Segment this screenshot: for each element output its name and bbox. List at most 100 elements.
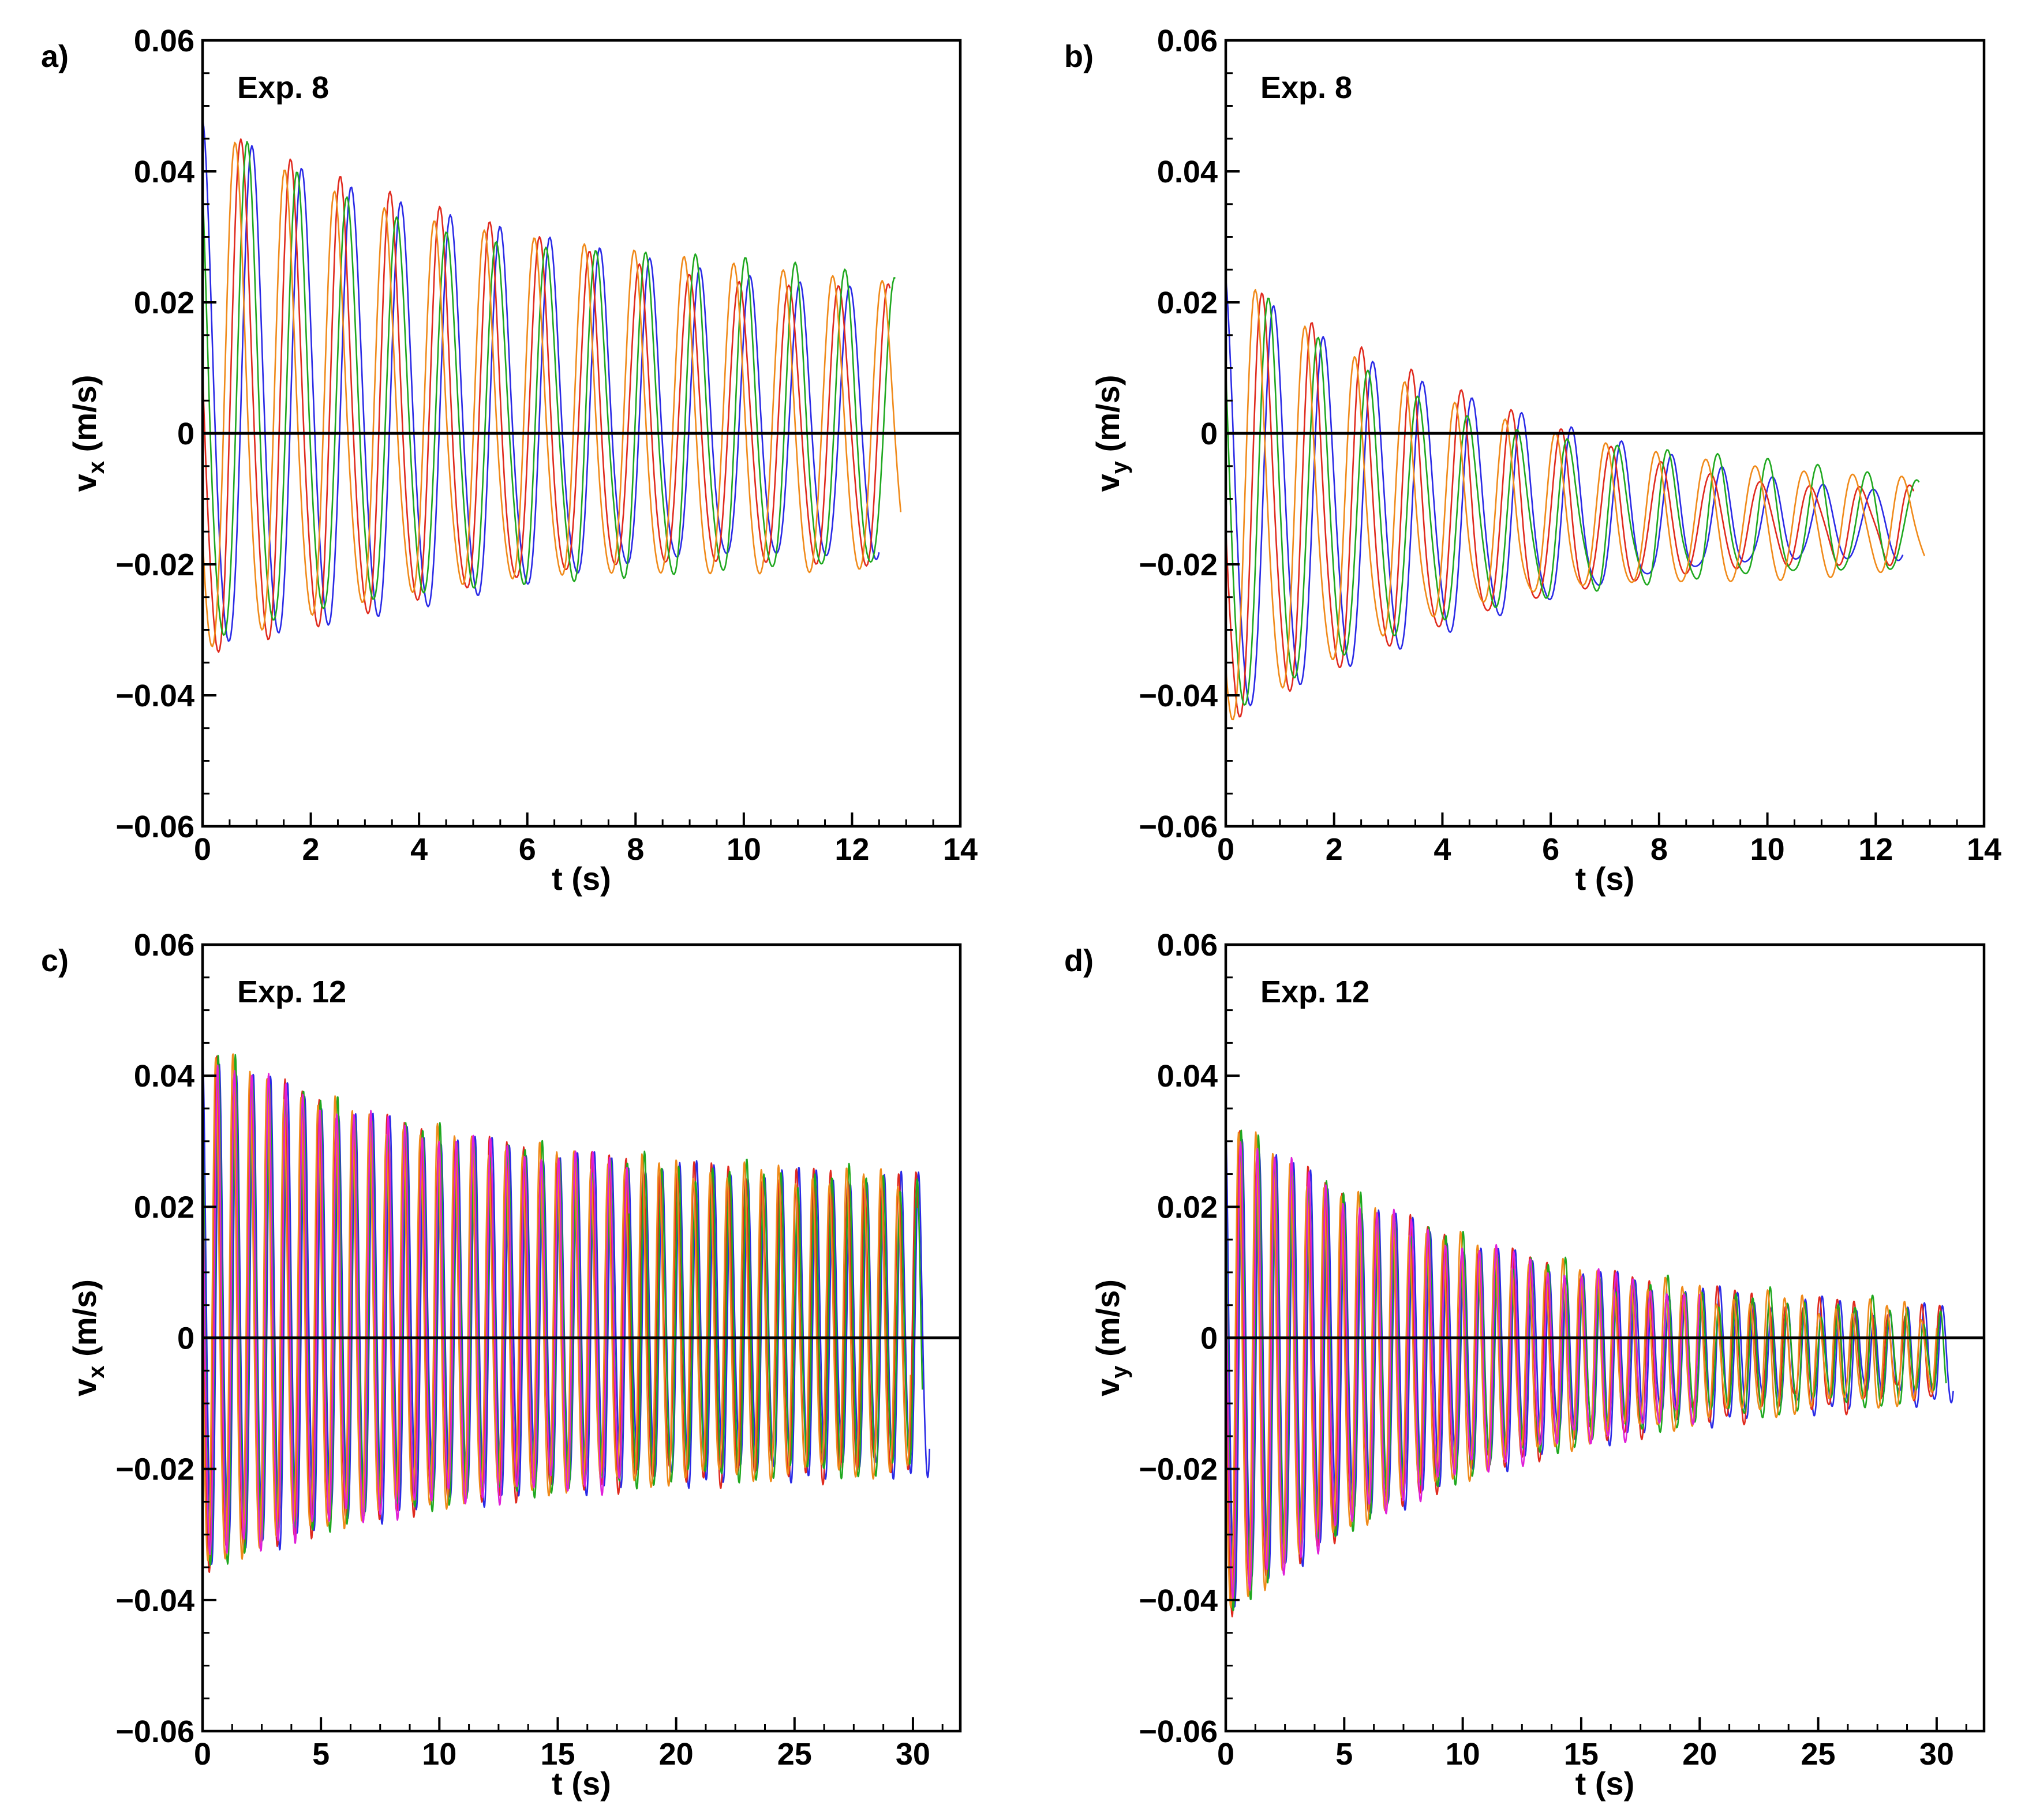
y-tick-label: 0.06 (134, 24, 194, 58)
series-line-5 (1226, 1141, 1701, 1599)
series-line-3 (1226, 297, 1920, 706)
x-tick-label: 12 (1858, 832, 1893, 867)
y-tick-label: 0.06 (1157, 928, 1218, 963)
panel-c-series (203, 1050, 930, 1573)
y-axis-title-main: v (66, 474, 103, 492)
x-tick-label: 15 (1564, 1737, 1599, 1772)
x-tick-label: 10 (422, 1737, 456, 1772)
y-tick-label: 0.06 (134, 928, 194, 963)
x-tick-label: 30 (896, 1737, 930, 1772)
y-axis-title-main: v (1090, 474, 1126, 492)
panel-d: −0.06 −0.04 −0.02 0 0.02 0.04 0.06 0 5 10 15 20 25 30… (1064, 928, 1986, 1802)
x-tick-label: 10 (727, 832, 761, 867)
series-line-2 (203, 138, 891, 653)
series-line-5 (203, 1064, 630, 1556)
y-tick-label: −0.02 (115, 1452, 194, 1487)
y-tick-label: 0.04 (1157, 1059, 1218, 1094)
y-axis-title-unit: (m/s) (1090, 1279, 1126, 1365)
x-tick-label: 4 (1434, 832, 1451, 867)
experiment-annotation: Exp. 8 (1260, 70, 1352, 105)
x-tick-label: 12 (834, 832, 869, 867)
y-tick-label: 0.02 (134, 286, 194, 320)
y-tick-label: −0.06 (115, 810, 194, 844)
x-tick-label: 5 (312, 1737, 330, 1772)
x-axis-title: t (s) (552, 860, 611, 897)
x-tick-label: 0 (1217, 1737, 1234, 1772)
y-tick-label: 0.04 (134, 155, 194, 189)
series-line-3 (203, 141, 896, 636)
experiment-annotation: Exp. 12 (1260, 975, 1369, 1009)
y-axis-title: vx (m/s) (66, 375, 109, 492)
y-axis-title: vy (m/s) (1090, 1279, 1132, 1396)
x-tick-label: 0 (194, 1737, 211, 1772)
panel-label: d) (1064, 943, 1094, 978)
y-axis-title-main: v (1090, 1379, 1126, 1396)
y-axis-title-unit: (m/s) (66, 375, 103, 461)
series-line-1 (203, 119, 880, 642)
y-tick-label: 0.02 (1157, 286, 1218, 320)
x-axis-title: t (s) (1575, 1765, 1635, 1802)
experiment-annotation: Exp. 8 (237, 70, 329, 105)
y-tick-label: −0.06 (1139, 1714, 1218, 1749)
panel-label: a) (41, 39, 69, 74)
x-tick-label: 30 (1919, 1737, 1954, 1772)
y-axis-title-subscript: x (84, 461, 109, 474)
y-axis-title-unit: (m/s) (1090, 375, 1126, 461)
x-tick-label: 10 (1446, 1737, 1480, 1772)
y-tick-label: −0.06 (115, 1714, 194, 1749)
panel-label: b) (1064, 39, 1094, 74)
y-axis-title-subscript: y (1107, 1365, 1132, 1379)
y-tick-label: −0.04 (115, 679, 194, 713)
x-tick-label: 6 (519, 832, 536, 867)
x-tick-label: 0 (194, 832, 211, 867)
series-line-4 (1226, 289, 1926, 721)
x-tick-label: 6 (1542, 832, 1559, 867)
x-tick-label: 10 (1750, 832, 1785, 867)
x-tick-label: 20 (659, 1737, 694, 1772)
y-tick-label: 0 (177, 417, 194, 451)
panel-c: −0.06 −0.04 −0.02 0 0.02 0.04 0.06 0 5 10 15 20 25 30… (41, 928, 962, 1802)
y-tick-label: 0.04 (134, 1059, 194, 1094)
y-tick-label: 0.04 (1157, 155, 1218, 189)
panel-d-series (1226, 1128, 1954, 1617)
x-tick-label: 5 (1335, 1737, 1353, 1772)
y-tick-label: 0 (1200, 417, 1218, 451)
series-line-2 (1226, 292, 1915, 718)
x-tick-label: 25 (777, 1737, 812, 1772)
panel-b-series (1226, 277, 1926, 721)
y-tick-label: 0.02 (134, 1190, 194, 1224)
experiment-annotation: Exp. 12 (237, 975, 346, 1009)
y-tick-label: 0.02 (1157, 1190, 1218, 1224)
x-tick-label: 8 (1650, 832, 1668, 867)
y-axis-title-subscript: x (84, 1365, 109, 1378)
x-tick-label: 2 (1326, 832, 1343, 867)
series-line-4 (203, 1053, 912, 1561)
y-tick-label: 0 (1200, 1321, 1218, 1356)
x-tick-label: 8 (627, 832, 644, 867)
y-axis-title-subscript: y (1107, 460, 1132, 474)
y-tick-label: −0.04 (1139, 1583, 1218, 1618)
x-tick-label: 15 (540, 1737, 575, 1772)
y-tick-label: −0.02 (1139, 1452, 1218, 1487)
series-line-4 (203, 141, 902, 647)
y-tick-label: −0.02 (1139, 548, 1218, 582)
y-axis-title-main: v (66, 1379, 103, 1396)
y-tick-label: −0.04 (115, 1583, 194, 1618)
x-tick-label: 2 (302, 832, 320, 867)
y-tick-label: 0 (177, 1321, 194, 1356)
y-axis-title: vx (m/s) (66, 1279, 109, 1396)
y-tick-label: −0.02 (115, 548, 194, 582)
y-tick-label: 0.06 (1157, 24, 1218, 58)
x-axis-title: t (s) (1575, 860, 1635, 897)
y-axis-title: vy (m/s) (1090, 375, 1132, 492)
x-tick-label: 25 (1801, 1737, 1836, 1772)
panel-label: c) (41, 943, 69, 978)
x-tick-label: 14 (943, 832, 978, 867)
x-axis-title: t (s) (552, 1765, 611, 1802)
x-tick-label: 0 (1217, 832, 1234, 867)
x-tick-label: 4 (410, 832, 428, 867)
y-tick-label: −0.04 (1139, 679, 1218, 713)
panel-b: −0.06 −0.04 −0.02 0 0.02 0.04 0.06 0 2 4 6 8 10 12 14 t… (1064, 24, 2001, 897)
